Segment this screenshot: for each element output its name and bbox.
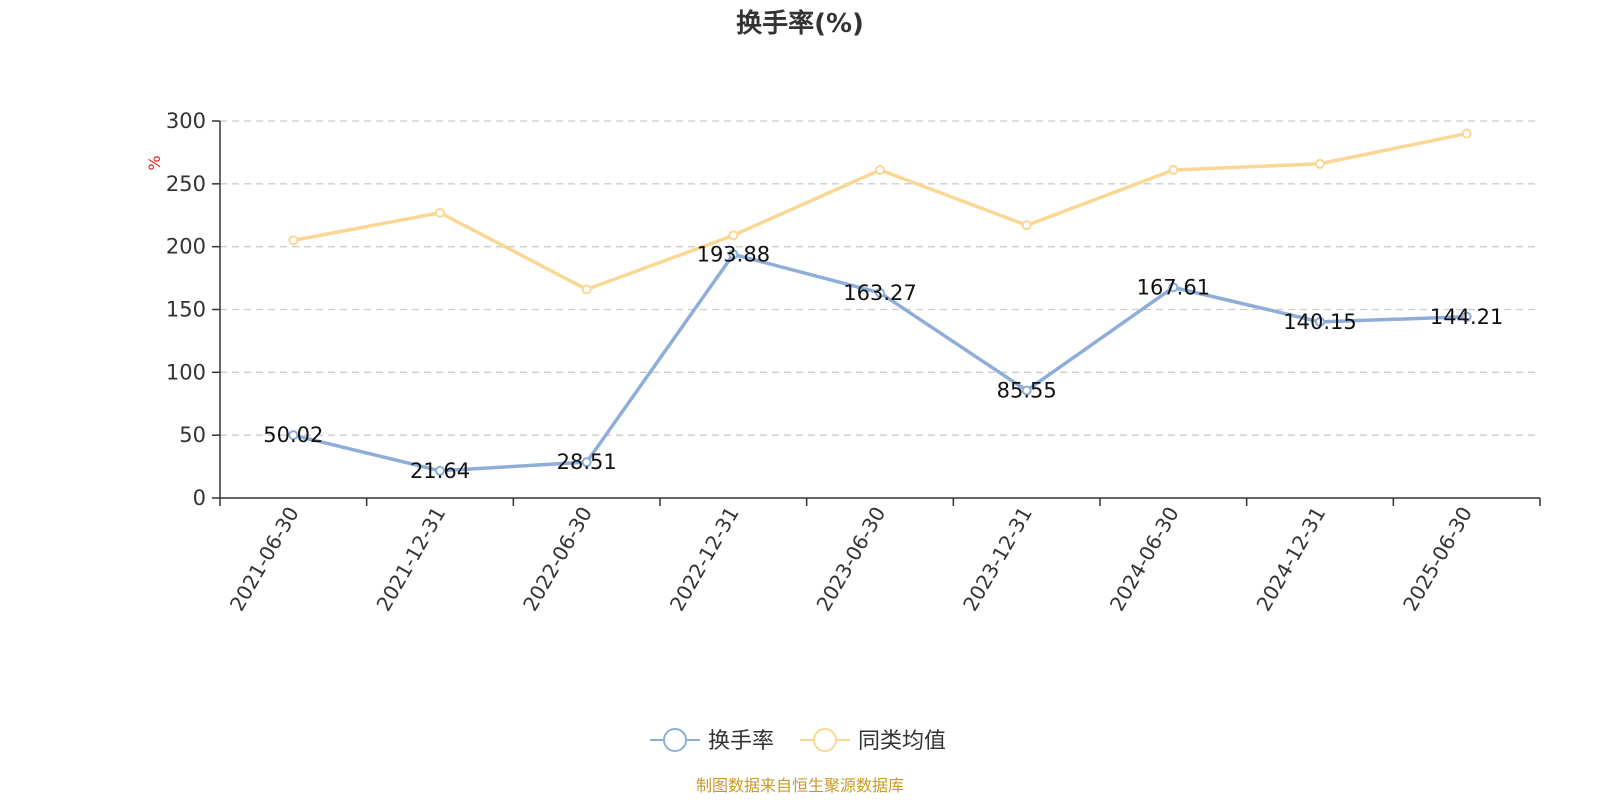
data-point[interactable]	[1021, 220, 1032, 231]
source-note: 制图数据来自恒生聚源数据库	[696, 776, 904, 795]
x-tick-label: 2022-12-31	[665, 503, 744, 616]
data-label: 50.02	[263, 423, 323, 447]
data-label: 140.15	[1283, 310, 1356, 334]
data-label: 85.55	[997, 378, 1057, 402]
data-point[interactable]	[1315, 158, 1325, 169]
y-tick-label: 300	[166, 109, 206, 133]
data-label: 163.27	[843, 281, 916, 305]
data-point[interactable]	[581, 457, 592, 468]
legend-label: 同类均值	[858, 729, 946, 754]
data-label: 21.64	[410, 459, 470, 483]
data-point[interactable]	[728, 249, 739, 260]
data-point[interactable]	[875, 287, 885, 298]
series-layer	[288, 128, 1472, 476]
data-label: 167.61	[1137, 275, 1210, 299]
x-tick-label: 2023-12-31	[958, 503, 1037, 616]
legend-label: 换手率	[708, 729, 774, 754]
y-tick-label: 100	[166, 360, 206, 384]
x-tick-label: 2025-06-30	[1398, 503, 1477, 616]
grid-lines	[220, 120, 1540, 436]
y-tick-label: 0	[193, 486, 206, 510]
axes: 0 50 100 150 200 250 300 2021-06-30 2021-12-31 20…	[166, 109, 1541, 616]
data-label: 28.51	[557, 450, 617, 474]
data-label: 144.21	[1430, 305, 1503, 329]
legend-swatch-marker	[663, 728, 687, 752]
data-labels: 50.02 21.64 28.51 193.88 163.27 85.55 167.61 14…	[263, 242, 1503, 482]
data-point[interactable]	[288, 430, 299, 441]
y-tick-label: 250	[166, 172, 206, 196]
legend-item-2[interactable]: 同类均值	[800, 728, 946, 754]
x-tick-label: 2021-06-30	[225, 503, 304, 616]
data-point[interactable]	[288, 235, 299, 246]
legend[interactable]: 换手率 同类均值	[650, 728, 946, 754]
data-point[interactable]	[435, 207, 445, 218]
data-point[interactable]	[1168, 282, 1179, 293]
y-tick-label: 50	[179, 423, 206, 447]
data-point[interactable]	[435, 465, 445, 476]
data-point[interactable]	[581, 284, 592, 295]
legend-item-1[interactable]: 换手率	[650, 728, 774, 754]
x-tick-label: 2021-12-31	[371, 503, 450, 616]
y-axis-unit: %	[145, 155, 164, 170]
chart-title: 换手率(%)	[736, 8, 864, 39]
x-tick-label: 2023-06-30	[811, 503, 890, 616]
data-point[interactable]	[1461, 128, 1472, 139]
x-tick-label: 2024-12-31	[1251, 503, 1330, 616]
data-point[interactable]	[875, 165, 885, 176]
y-tick-label: 150	[166, 298, 206, 322]
x-tick-label: 2022-06-30	[518, 503, 597, 616]
series-line-2	[293, 131, 1468, 292]
x-tick-label: 2024-06-30	[1105, 503, 1184, 616]
data-point[interactable]	[1315, 316, 1325, 327]
data-label: 193.88	[697, 242, 770, 266]
y-tick-label: 200	[166, 235, 206, 259]
legend-swatch-marker	[813, 728, 837, 752]
data-point[interactable]	[1461, 311, 1472, 322]
data-point[interactable]	[1168, 165, 1179, 176]
data-point[interactable]	[728, 230, 739, 241]
data-point[interactable]	[1021, 385, 1032, 396]
